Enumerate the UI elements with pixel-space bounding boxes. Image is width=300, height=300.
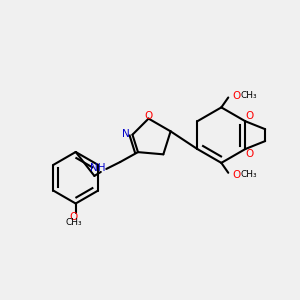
Text: CH₃: CH₃ [240, 170, 257, 179]
Text: O: O [70, 212, 78, 222]
Text: CH₃: CH₃ [240, 91, 257, 100]
Text: N: N [122, 129, 130, 139]
Text: O: O [246, 111, 254, 121]
Text: O: O [246, 149, 254, 160]
Text: O: O [144, 111, 152, 121]
Text: O: O [233, 91, 241, 100]
Text: O: O [233, 170, 241, 180]
Text: CH₃: CH₃ [65, 218, 82, 227]
Text: NH: NH [90, 163, 105, 173]
